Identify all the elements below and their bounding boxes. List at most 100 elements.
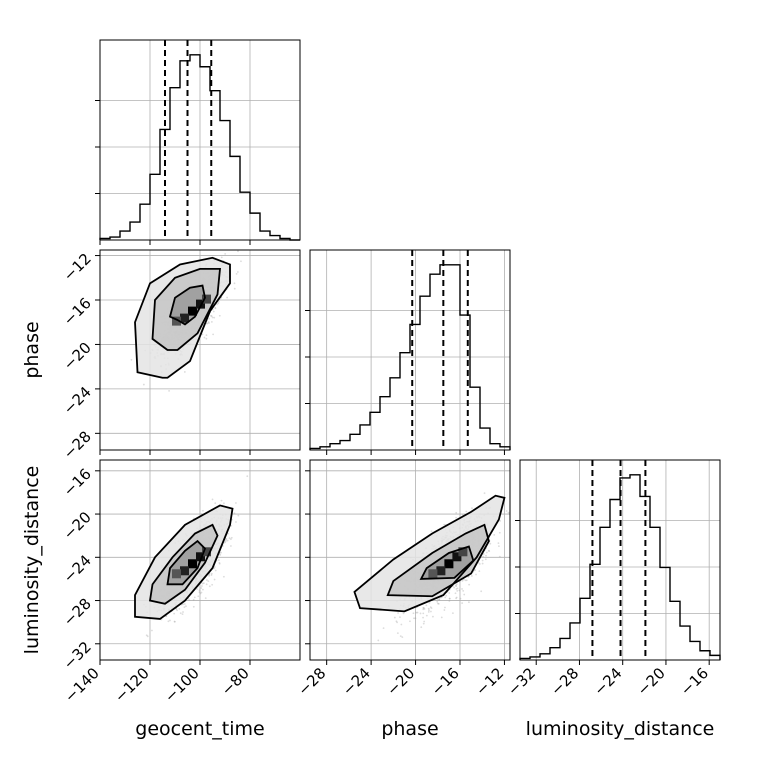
sample-point [225, 538, 228, 540]
sample-point [199, 592, 202, 595]
sample-point [413, 617, 415, 620]
sample-point [226, 296, 229, 299]
sample-point [498, 531, 501, 534]
sample-point [451, 612, 454, 615]
density-cell-4 [202, 294, 211, 304]
sample-point [202, 509, 204, 512]
sample-point [223, 502, 225, 505]
sample-point [246, 475, 249, 478]
sample-point [214, 502, 217, 505]
sample-point [474, 569, 476, 572]
sample-point [484, 558, 487, 561]
sample-point [420, 626, 423, 629]
sample-point [456, 589, 459, 592]
x-tick-label-1: −28 [547, 664, 582, 699]
sample-point [468, 601, 470, 604]
sample-point [488, 550, 491, 553]
sample-point [422, 607, 425, 609]
sample-point [233, 512, 236, 515]
panel-frame [309, 249, 511, 451]
sample-point [382, 627, 385, 630]
sample-point [240, 260, 242, 263]
contour-line-0 [134, 256, 231, 379]
sample-point [482, 553, 485, 555]
sample-point [176, 609, 179, 612]
y-axis-label-phase: phase [21, 321, 43, 378]
sample-point [202, 588, 204, 591]
x-tick-label-1: −24 [339, 664, 374, 699]
sample-point [233, 287, 236, 290]
sample-point [228, 537, 231, 540]
y-tick-label-0: −28 [60, 427, 95, 462]
sample-point [208, 585, 211, 588]
x-tick-label-0: −140 [61, 664, 103, 706]
sample-point [182, 603, 185, 606]
sample-point [237, 250, 239, 253]
sample-point [208, 574, 210, 577]
density-cell-0 [444, 559, 454, 569]
sample-point [456, 587, 459, 590]
contour-line-0 [353, 494, 506, 613]
sample-point [218, 562, 221, 565]
x-tick-label-0: −32 [504, 664, 539, 699]
sample-point [400, 623, 403, 626]
sample-point [458, 589, 461, 592]
sample-point [444, 606, 446, 609]
sample-point [498, 555, 501, 558]
sample-point [212, 310, 215, 313]
sample-point [230, 545, 232, 547]
sample-point [145, 634, 148, 637]
sample-point [463, 593, 466, 596]
sample-point [432, 615, 434, 618]
sample-point [437, 602, 440, 605]
sample-point [414, 617, 417, 620]
sample-point [236, 271, 239, 273]
sample-point [151, 629, 153, 632]
sample-point [183, 371, 186, 373]
sample-point [478, 563, 481, 565]
sample-point [455, 583, 458, 586]
x-tick-label-3: −80 [218, 664, 253, 699]
sample-point [499, 520, 502, 522]
sample-point [419, 612, 422, 615]
y-axis-label-luminosity-distance: luminosity_distance [21, 466, 43, 655]
sample-point [483, 492, 486, 495]
sample-point [217, 300, 220, 303]
sample-point [436, 602, 439, 605]
sample-point [497, 542, 500, 545]
pair-panel-geocent-time-vs-luminosity-distance: −140 −120 −100 −80−32−28−24−20−16 [60, 459, 301, 706]
sample-point [482, 555, 485, 558]
sample-point [436, 600, 439, 603]
sample-point [205, 337, 208, 340]
y-tick-label-3: −20 [60, 508, 95, 543]
sample-point [196, 588, 198, 590]
density-cell-4 [458, 547, 468, 557]
x-tick-label-3: −16 [428, 664, 463, 699]
sample-point [455, 511, 458, 514]
sample-point [213, 578, 216, 581]
sample-point [498, 545, 500, 548]
sample-point [223, 541, 226, 544]
sample-point [399, 616, 401, 619]
hist-panel-geocent-time [95, 39, 301, 245]
sample-point [200, 587, 203, 589]
hist-panel-phase [305, 249, 511, 455]
sample-point [481, 559, 484, 562]
sample-point [183, 603, 186, 605]
sample-point [213, 316, 216, 319]
sample-point [454, 592, 457, 595]
sample-point [146, 635, 149, 638]
sample-point [193, 596, 196, 599]
sample-point [481, 562, 484, 565]
sample-point [393, 616, 396, 619]
sample-point [399, 635, 402, 638]
sample-point [445, 594, 448, 597]
sample-point [507, 511, 510, 514]
x-tick-label-1: −120 [111, 664, 153, 706]
sample-point [443, 609, 446, 611]
sample-point [173, 620, 176, 623]
x-tick-label-2: −100 [161, 664, 203, 706]
x-tick-label-2: −24 [590, 664, 625, 699]
sample-point [130, 358, 133, 361]
sample-point [425, 614, 428, 617]
